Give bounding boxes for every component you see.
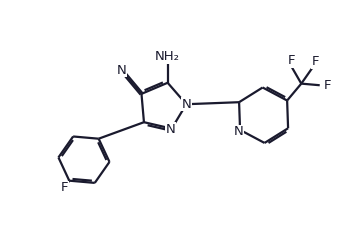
Text: F: F (60, 181, 68, 194)
Text: F: F (288, 54, 295, 67)
Text: N: N (181, 98, 191, 111)
Text: N: N (233, 125, 243, 138)
Text: NH₂: NH₂ (155, 50, 180, 63)
Text: F: F (312, 55, 319, 68)
Text: N: N (117, 64, 126, 77)
Text: F: F (324, 79, 331, 92)
Text: N: N (166, 123, 176, 136)
